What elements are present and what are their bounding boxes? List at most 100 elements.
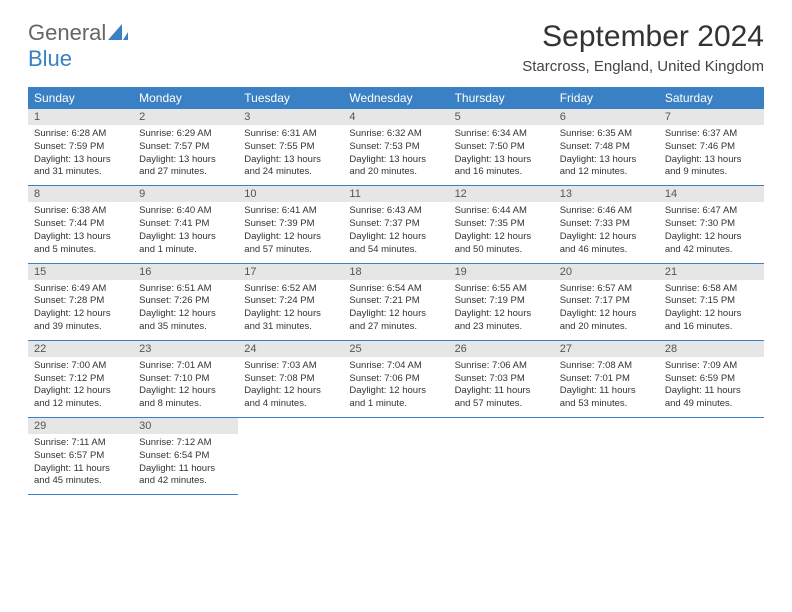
day-cell: 18Sunrise: 6:54 AMSunset: 7:21 PMDayligh… [343,263,448,340]
weekday-header: Monday [133,87,238,109]
day-info: Sunrise: 6:51 AMSunset: 7:26 PMDaylight:… [133,280,238,340]
day-number: 16 [133,264,238,280]
day-cell: 19Sunrise: 6:55 AMSunset: 7:19 PMDayligh… [449,263,554,340]
day-number: 29 [28,418,133,434]
logo-text-bottom: Blue [28,46,72,71]
day-number: 5 [449,109,554,125]
day-info: Sunrise: 7:11 AMSunset: 6:57 PMDaylight:… [28,434,133,494]
empty-cell [238,418,343,495]
page-title: September 2024 [522,20,764,54]
day-info: Sunrise: 6:52 AMSunset: 7:24 PMDaylight:… [238,280,343,340]
day-cell: 6Sunrise: 6:35 AMSunset: 7:48 PMDaylight… [554,109,659,186]
day-number: 14 [659,186,764,202]
day-info: Sunrise: 6:40 AMSunset: 7:41 PMDaylight:… [133,202,238,262]
day-cell: 10Sunrise: 6:41 AMSunset: 7:39 PMDayligh… [238,186,343,263]
day-cell: 11Sunrise: 6:43 AMSunset: 7:37 PMDayligh… [343,186,448,263]
weekday-header: Thursday [449,87,554,109]
day-info: Sunrise: 6:28 AMSunset: 7:59 PMDaylight:… [28,125,133,185]
day-cell: 25Sunrise: 7:04 AMSunset: 7:06 PMDayligh… [343,340,448,417]
day-cell: 15Sunrise: 6:49 AMSunset: 7:28 PMDayligh… [28,263,133,340]
header: General Blue September 2024 Starcross, E… [28,20,764,75]
day-number: 30 [133,418,238,434]
day-number: 17 [238,264,343,280]
empty-cell [554,418,659,495]
day-cell: 21Sunrise: 6:58 AMSunset: 7:15 PMDayligh… [659,263,764,340]
day-info: Sunrise: 6:35 AMSunset: 7:48 PMDaylight:… [554,125,659,185]
day-cell: 14Sunrise: 6:47 AMSunset: 7:30 PMDayligh… [659,186,764,263]
day-cell: 13Sunrise: 6:46 AMSunset: 7:33 PMDayligh… [554,186,659,263]
day-cell: 24Sunrise: 7:03 AMSunset: 7:08 PMDayligh… [238,340,343,417]
day-number: 2 [133,109,238,125]
day-cell: 4Sunrise: 6:32 AMSunset: 7:53 PMDaylight… [343,109,448,186]
day-info: Sunrise: 6:44 AMSunset: 7:35 PMDaylight:… [449,202,554,262]
weekday-header: Saturday [659,87,764,109]
day-cell: 28Sunrise: 7:09 AMSunset: 6:59 PMDayligh… [659,340,764,417]
day-cell: 29Sunrise: 7:11 AMSunset: 6:57 PMDayligh… [28,418,133,495]
day-number: 4 [343,109,448,125]
day-number: 3 [238,109,343,125]
logo: General Blue [28,20,128,72]
empty-cell [343,418,448,495]
day-number: 23 [133,341,238,357]
day-cell: 26Sunrise: 7:06 AMSunset: 7:03 PMDayligh… [449,340,554,417]
day-cell: 9Sunrise: 6:40 AMSunset: 7:41 PMDaylight… [133,186,238,263]
calendar-table: Sunday Monday Tuesday Wednesday Thursday… [28,87,764,495]
day-number: 20 [554,264,659,280]
day-info: Sunrise: 6:49 AMSunset: 7:28 PMDaylight:… [28,280,133,340]
day-cell: 3Sunrise: 6:31 AMSunset: 7:55 PMDaylight… [238,109,343,186]
day-number: 9 [133,186,238,202]
day-info: Sunrise: 7:12 AMSunset: 6:54 PMDaylight:… [133,434,238,494]
day-cell: 12Sunrise: 6:44 AMSunset: 7:35 PMDayligh… [449,186,554,263]
day-number: 18 [343,264,448,280]
day-info: Sunrise: 6:43 AMSunset: 7:37 PMDaylight:… [343,202,448,262]
day-info: Sunrise: 6:46 AMSunset: 7:33 PMDaylight:… [554,202,659,262]
day-info: Sunrise: 7:08 AMSunset: 7:01 PMDaylight:… [554,357,659,417]
day-info: Sunrise: 6:34 AMSunset: 7:50 PMDaylight:… [449,125,554,185]
day-cell: 27Sunrise: 7:08 AMSunset: 7:01 PMDayligh… [554,340,659,417]
calendar-body: 1Sunrise: 6:28 AMSunset: 7:59 PMDaylight… [28,109,764,495]
day-info: Sunrise: 7:01 AMSunset: 7:10 PMDaylight:… [133,357,238,417]
day-number: 25 [343,341,448,357]
day-cell: 23Sunrise: 7:01 AMSunset: 7:10 PMDayligh… [133,340,238,417]
day-cell: 5Sunrise: 6:34 AMSunset: 7:50 PMDaylight… [449,109,554,186]
day-cell: 8Sunrise: 6:38 AMSunset: 7:44 PMDaylight… [28,186,133,263]
day-number: 19 [449,264,554,280]
day-info: Sunrise: 6:57 AMSunset: 7:17 PMDaylight:… [554,280,659,340]
day-number: 27 [554,341,659,357]
day-info: Sunrise: 7:06 AMSunset: 7:03 PMDaylight:… [449,357,554,417]
logo-text: General Blue [28,20,128,72]
day-info: Sunrise: 7:00 AMSunset: 7:12 PMDaylight:… [28,357,133,417]
day-info: Sunrise: 6:58 AMSunset: 7:15 PMDaylight:… [659,280,764,340]
day-number: 7 [659,109,764,125]
day-number: 12 [449,186,554,202]
weekday-header: Friday [554,87,659,109]
weekday-header: Wednesday [343,87,448,109]
weekday-header: Tuesday [238,87,343,109]
day-info: Sunrise: 7:09 AMSunset: 6:59 PMDaylight:… [659,357,764,417]
day-cell: 7Sunrise: 6:37 AMSunset: 7:46 PMDaylight… [659,109,764,186]
day-number: 10 [238,186,343,202]
day-number: 21 [659,264,764,280]
logo-text-top: General [28,20,106,45]
empty-cell [659,418,764,495]
day-info: Sunrise: 7:03 AMSunset: 7:08 PMDaylight:… [238,357,343,417]
day-cell: 20Sunrise: 6:57 AMSunset: 7:17 PMDayligh… [554,263,659,340]
day-info: Sunrise: 6:31 AMSunset: 7:55 PMDaylight:… [238,125,343,185]
logo-sail-icon [108,20,128,45]
day-number: 15 [28,264,133,280]
day-number: 26 [449,341,554,357]
day-cell: 22Sunrise: 7:00 AMSunset: 7:12 PMDayligh… [28,340,133,417]
day-cell: 30Sunrise: 7:12 AMSunset: 6:54 PMDayligh… [133,418,238,495]
day-number: 1 [28,109,133,125]
day-number: 22 [28,341,133,357]
day-number: 28 [659,341,764,357]
location-text: Starcross, England, United Kingdom [522,58,764,75]
empty-cell [449,418,554,495]
day-info: Sunrise: 6:32 AMSunset: 7:53 PMDaylight:… [343,125,448,185]
day-number: 13 [554,186,659,202]
day-info: Sunrise: 6:55 AMSunset: 7:19 PMDaylight:… [449,280,554,340]
weekday-header: Sunday [28,87,133,109]
day-number: 6 [554,109,659,125]
day-cell: 2Sunrise: 6:29 AMSunset: 7:57 PMDaylight… [133,109,238,186]
day-info: Sunrise: 6:37 AMSunset: 7:46 PMDaylight:… [659,125,764,185]
